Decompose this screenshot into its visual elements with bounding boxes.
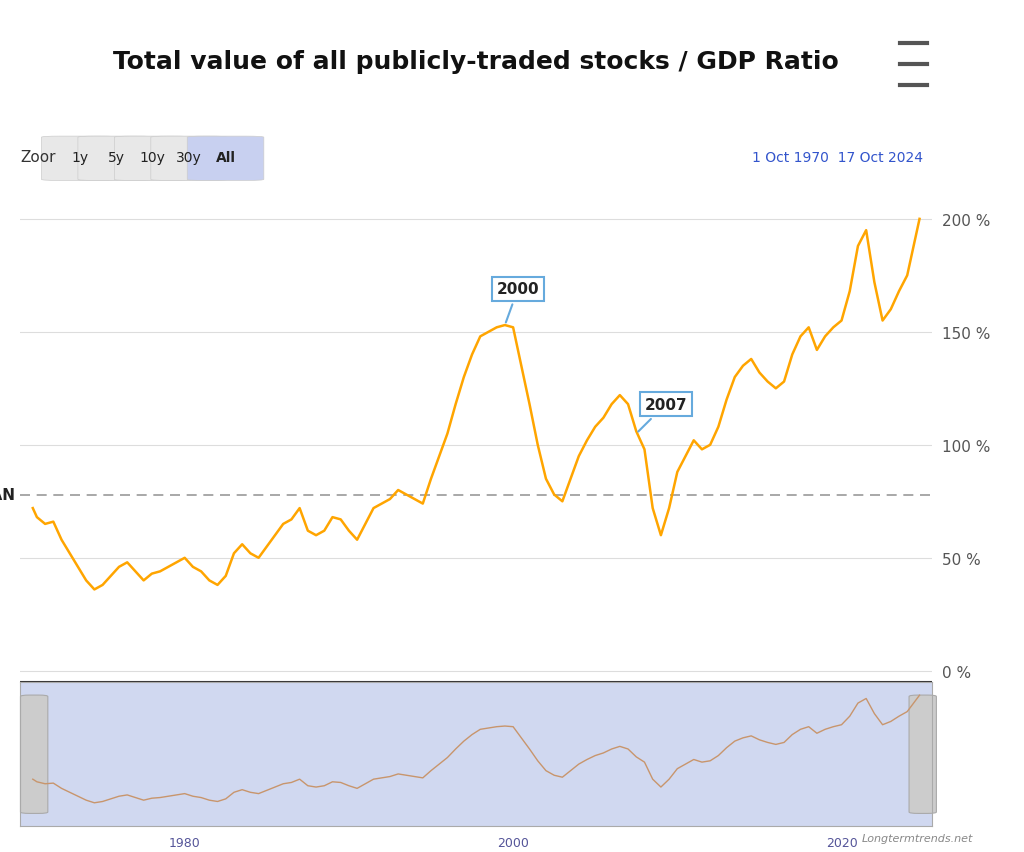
Text: 2000: 2000	[497, 282, 540, 323]
FancyBboxPatch shape	[78, 137, 155, 181]
Text: 10y: 10y	[139, 151, 166, 164]
Text: 1y: 1y	[71, 151, 88, 164]
Text: 30y: 30y	[176, 151, 202, 164]
FancyBboxPatch shape	[909, 695, 936, 814]
Text: 1 Oct 1970  17 Oct 2024: 1 Oct 1970 17 Oct 2024	[752, 151, 923, 164]
Text: Zoor: Zoor	[20, 150, 56, 165]
Text: Longtermtrends.net: Longtermtrends.net	[861, 833, 973, 843]
Text: MEAN: MEAN	[0, 487, 15, 503]
FancyBboxPatch shape	[41, 137, 118, 181]
Text: Total value of all publicly-traded stocks / GDP Ratio: Total value of all publicly-traded stock…	[114, 50, 839, 74]
FancyBboxPatch shape	[115, 137, 190, 181]
Text: 2007: 2007	[638, 397, 687, 432]
Text: All: All	[215, 151, 236, 164]
FancyBboxPatch shape	[187, 137, 264, 181]
Text: 5y: 5y	[108, 151, 125, 164]
FancyBboxPatch shape	[151, 137, 227, 181]
FancyBboxPatch shape	[20, 695, 48, 814]
